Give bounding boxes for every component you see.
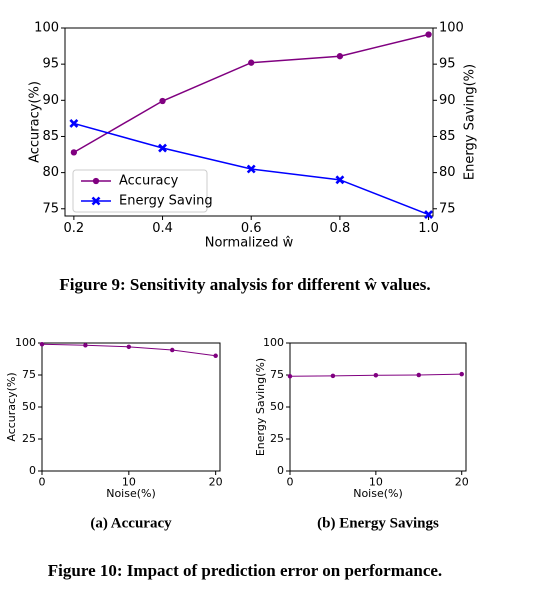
y-tick-label: 100 <box>263 336 284 349</box>
marker <box>69 119 79 128</box>
marker <box>39 342 45 347</box>
marker <box>248 59 255 66</box>
marker <box>336 53 344 60</box>
y-tick-label: 0 <box>277 464 284 477</box>
y2-tick-label: 85 <box>439 129 456 144</box>
y-tick-label: 75 <box>270 368 284 381</box>
plot-frame <box>64 27 434 217</box>
x-tick-label: 0 <box>287 476 294 489</box>
x-tick-label: 20 <box>455 476 469 489</box>
y2-tick-label: 100 <box>439 21 464 36</box>
y2-tick-label: 90 <box>439 93 456 108</box>
marker <box>92 177 100 185</box>
x-tick-label: 0 <box>39 476 46 489</box>
x-tick-label: 0.2 <box>64 221 85 236</box>
y-tick-label: 85 <box>42 129 59 144</box>
marker <box>330 373 336 379</box>
y-tick-label: 100 <box>34 21 59 36</box>
y-tick-label: 50 <box>22 400 36 413</box>
x-axis-label: Normalized ŵ <box>205 236 294 251</box>
x-tick-label: 0.8 <box>330 221 351 236</box>
marker <box>70 149 78 156</box>
marker <box>126 344 132 350</box>
marker <box>159 97 166 105</box>
x-axis-label: Noise(%) <box>106 487 156 500</box>
y-tick-label: 75 <box>22 368 36 381</box>
y-axis-label: Accuracy(%) <box>28 81 43 163</box>
x-axis-label: Noise(%) <box>353 487 403 500</box>
y-tick-label: 90 <box>42 93 59 108</box>
marker <box>83 343 88 348</box>
marker <box>424 210 433 219</box>
y-axis-label: Accuracy(%) <box>5 372 18 441</box>
x-tick-label: 20 <box>209 476 223 489</box>
y-tick-label: 75 <box>42 201 59 216</box>
x-tick-label: 10 <box>369 476 383 489</box>
plot-frame <box>289 342 467 472</box>
marker <box>213 353 218 359</box>
marker <box>246 164 256 174</box>
y-tick-label: 25 <box>270 432 284 445</box>
y-tick-label: 25 <box>22 432 36 445</box>
marker <box>335 175 345 185</box>
y-tick-label: 50 <box>270 400 284 413</box>
y-tick-label: 95 <box>42 57 59 72</box>
marker <box>416 372 422 378</box>
y-axis-label: Energy Saving(%) <box>254 358 267 456</box>
x-tick-label: 0.4 <box>152 221 173 236</box>
marker <box>91 196 101 206</box>
plot-frame <box>41 342 221 472</box>
y-tick-label: 100 <box>15 336 36 349</box>
marker <box>158 143 167 153</box>
marker <box>287 374 293 379</box>
y2-tick-label: 95 <box>439 57 456 72</box>
legend-label: Accuracy <box>119 174 179 189</box>
x-tick-label: 10 <box>122 476 136 489</box>
x-tick-label: 0.6 <box>241 221 262 236</box>
marker <box>459 371 464 377</box>
marker <box>425 31 432 38</box>
marker <box>169 347 175 353</box>
subfigure-caption: (b) Energy Savings <box>317 515 439 531</box>
y2-tick-label: 80 <box>439 165 456 180</box>
subfigure-caption: (a) Accuracy <box>90 515 172 531</box>
y-tick-label: 80 <box>42 165 59 180</box>
series-line <box>73 33 429 154</box>
y2-axis-label: Energy Saving(%) <box>463 64 478 180</box>
legend-label: Energy Saving <box>119 194 213 209</box>
y2-tick-label: 75 <box>439 201 456 216</box>
x-tick-label: 1.0 <box>418 221 439 236</box>
figure-caption: Figure 10: Impact of prediction error on… <box>48 561 442 580</box>
figure-caption: Figure 9: Sensitivity analysis for diffe… <box>59 275 430 294</box>
y-tick-label: 0 <box>29 464 36 477</box>
marker <box>373 373 379 378</box>
